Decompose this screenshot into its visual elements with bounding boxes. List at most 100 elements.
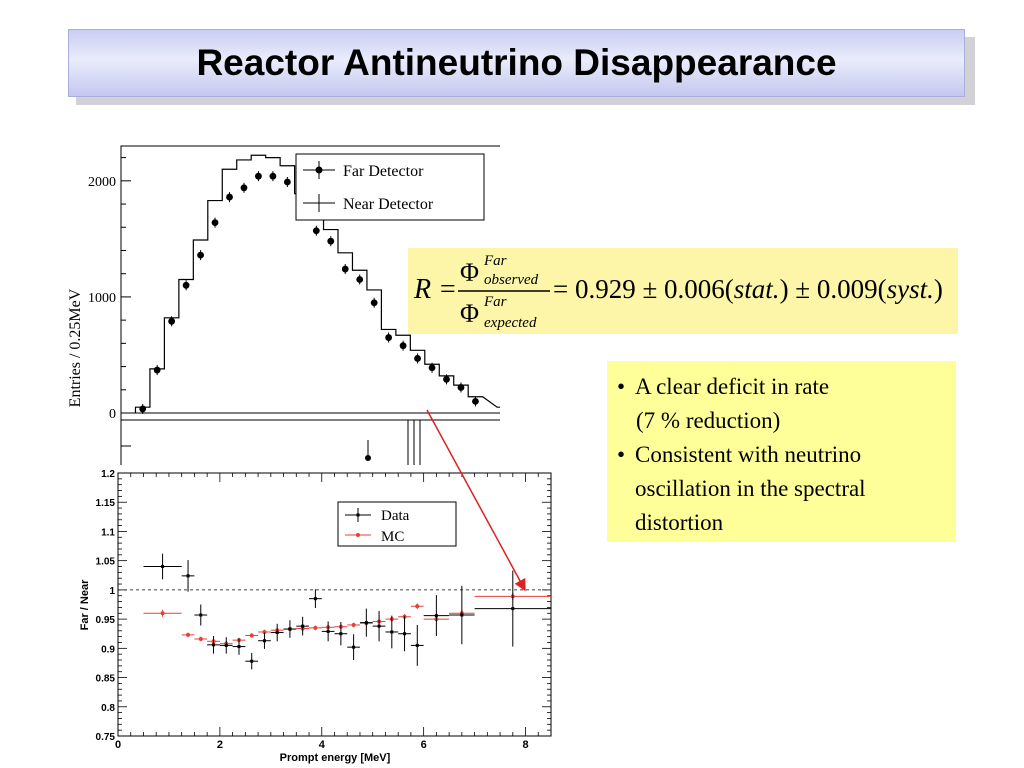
legend-far-marker xyxy=(315,166,323,174)
formula-syst: syst. xyxy=(887,274,934,304)
formula-num-symbol: Φ xyxy=(460,258,479,287)
ratio-x-tick-label: 2 xyxy=(217,739,223,751)
ratio-y-tick-label: 1.15 xyxy=(96,498,116,509)
legend-mc-marker xyxy=(356,533,360,537)
mc-point xyxy=(160,611,165,616)
legend-data-label: Data xyxy=(381,508,410,524)
bullet-item: • A clear deficit in rate (7 % reduction… xyxy=(617,370,956,438)
formula-den-symbol: Φ xyxy=(460,299,479,328)
data-point xyxy=(377,624,381,628)
data-point xyxy=(275,631,279,635)
mc-point xyxy=(415,604,420,609)
formula-stat: stat. xyxy=(734,274,780,304)
ratio-y-tick-label: 0.85 xyxy=(96,674,116,685)
far-detector-point xyxy=(211,219,219,227)
formula-box: R = Φ Far observed Φ Far expected = 0.92… xyxy=(408,248,958,334)
far-detector-point xyxy=(283,178,291,186)
ratio-y-tick-label: 1.05 xyxy=(96,557,116,568)
far-detector-point xyxy=(327,237,335,245)
legend-mc-label: MC xyxy=(381,529,404,545)
data-point xyxy=(460,613,464,617)
data-point xyxy=(313,597,317,601)
mc-point xyxy=(249,633,254,638)
data-point xyxy=(352,645,356,649)
formula-den-sub: expected xyxy=(484,315,537,331)
formula-num-sub: observed xyxy=(484,272,539,288)
far-detector-point xyxy=(457,384,465,391)
data-point xyxy=(262,639,266,643)
ratio-y-tick-label: 0.9 xyxy=(101,644,115,655)
title-bar: Reactor Antineutrino Disappearance xyxy=(68,29,965,97)
ratio-y-tick-label: 0.75 xyxy=(96,732,116,743)
far-detector-point xyxy=(370,299,378,307)
far-detector-point xyxy=(341,265,349,273)
mc-point xyxy=(186,632,191,637)
data-point xyxy=(364,621,368,625)
bullet-marker: • xyxy=(617,442,626,467)
spectrum-y-tick-label: 0 xyxy=(109,407,116,422)
spectrum-legend xyxy=(295,153,485,221)
far-detector-point xyxy=(472,397,479,405)
mc-point xyxy=(198,636,203,641)
bullet-line: (7 % reduction) xyxy=(636,408,781,433)
data-point xyxy=(237,645,241,649)
far-detector-point xyxy=(168,317,176,325)
data-point xyxy=(390,630,394,634)
formula-end: ) xyxy=(934,274,943,304)
far-detector-point xyxy=(240,184,248,192)
data-point xyxy=(288,627,292,631)
ratio-x-axis-label: Prompt energy [MeV] xyxy=(280,752,391,764)
bullet-item: • Consistent with neutrino oscillation i… xyxy=(617,438,956,540)
formula-num-sup: Far xyxy=(483,253,507,269)
far-detector-point xyxy=(399,342,407,350)
far-detector-point xyxy=(443,375,450,383)
data-point xyxy=(339,632,343,636)
summary-box: • A clear deficit in rate (7 % reduction… xyxy=(607,361,956,542)
ratio-x-tick-label: 0 xyxy=(115,739,121,751)
ratio-x-tick-label: 8 xyxy=(522,739,528,751)
data-point xyxy=(224,643,228,647)
slide-title: Reactor Antineutrino Disappearance xyxy=(196,42,837,83)
mc-point xyxy=(262,629,267,634)
ratio-chart-background xyxy=(68,465,558,768)
data-point xyxy=(301,624,305,628)
data-point xyxy=(403,632,407,636)
far-detector-point xyxy=(182,281,190,289)
formula-rhs-value: = 0.929 ± 0.006( xyxy=(553,274,734,304)
ratio-y-tick-label: 1.2 xyxy=(101,469,115,480)
red-arrow xyxy=(426,409,526,592)
ratio-y-tick-label: 0.95 xyxy=(96,615,116,626)
far-detector-point xyxy=(414,355,421,362)
bullet-line: distortion xyxy=(635,510,724,535)
spectrum-y-tick-label: 2000 xyxy=(88,175,116,190)
spectrum-y-axis-label: Entries / 0.25MeV xyxy=(67,288,84,407)
ratio-y-tick-label: 1 xyxy=(109,586,115,597)
ratio-x-tick-label: 6 xyxy=(421,739,427,751)
lower-panel-point xyxy=(365,455,371,461)
data-point xyxy=(250,659,254,663)
far-detector-point xyxy=(139,405,147,413)
far-detector-point xyxy=(226,193,233,201)
data-point xyxy=(161,565,165,569)
ratio-chart: 0 2 4 6 8 0.75 0.8 0.85 0.9 0.95 1 1.05 1.1 1.15 1.2 P… xyxy=(68,465,558,768)
legend-near-label: Near Detector xyxy=(343,196,434,213)
far-detector-point xyxy=(269,172,277,180)
mc-point xyxy=(313,625,318,630)
bullet-line: A clear deficit in rate xyxy=(635,374,830,399)
data-point xyxy=(415,643,419,647)
far-detector-point xyxy=(385,334,393,341)
far-detector-point xyxy=(153,366,161,374)
data-point xyxy=(511,607,515,611)
data-point xyxy=(326,629,330,633)
legend-far-label: Far Detector xyxy=(343,163,424,180)
ratio-y-tick-label: 0.8 xyxy=(101,703,115,714)
spectrum-y-tick-label: 1000 xyxy=(88,291,116,306)
ratio-y-tick-label: 1.1 xyxy=(101,527,115,538)
legend-data-marker xyxy=(356,513,360,517)
ratio-x-tick-label: 4 xyxy=(319,739,326,751)
bullet-line: Consistent with neutrino xyxy=(635,442,862,467)
ratio-y-axis-label: Far / Near xyxy=(79,579,91,630)
data-point xyxy=(199,613,203,617)
formula-lhs: R = xyxy=(413,274,457,305)
